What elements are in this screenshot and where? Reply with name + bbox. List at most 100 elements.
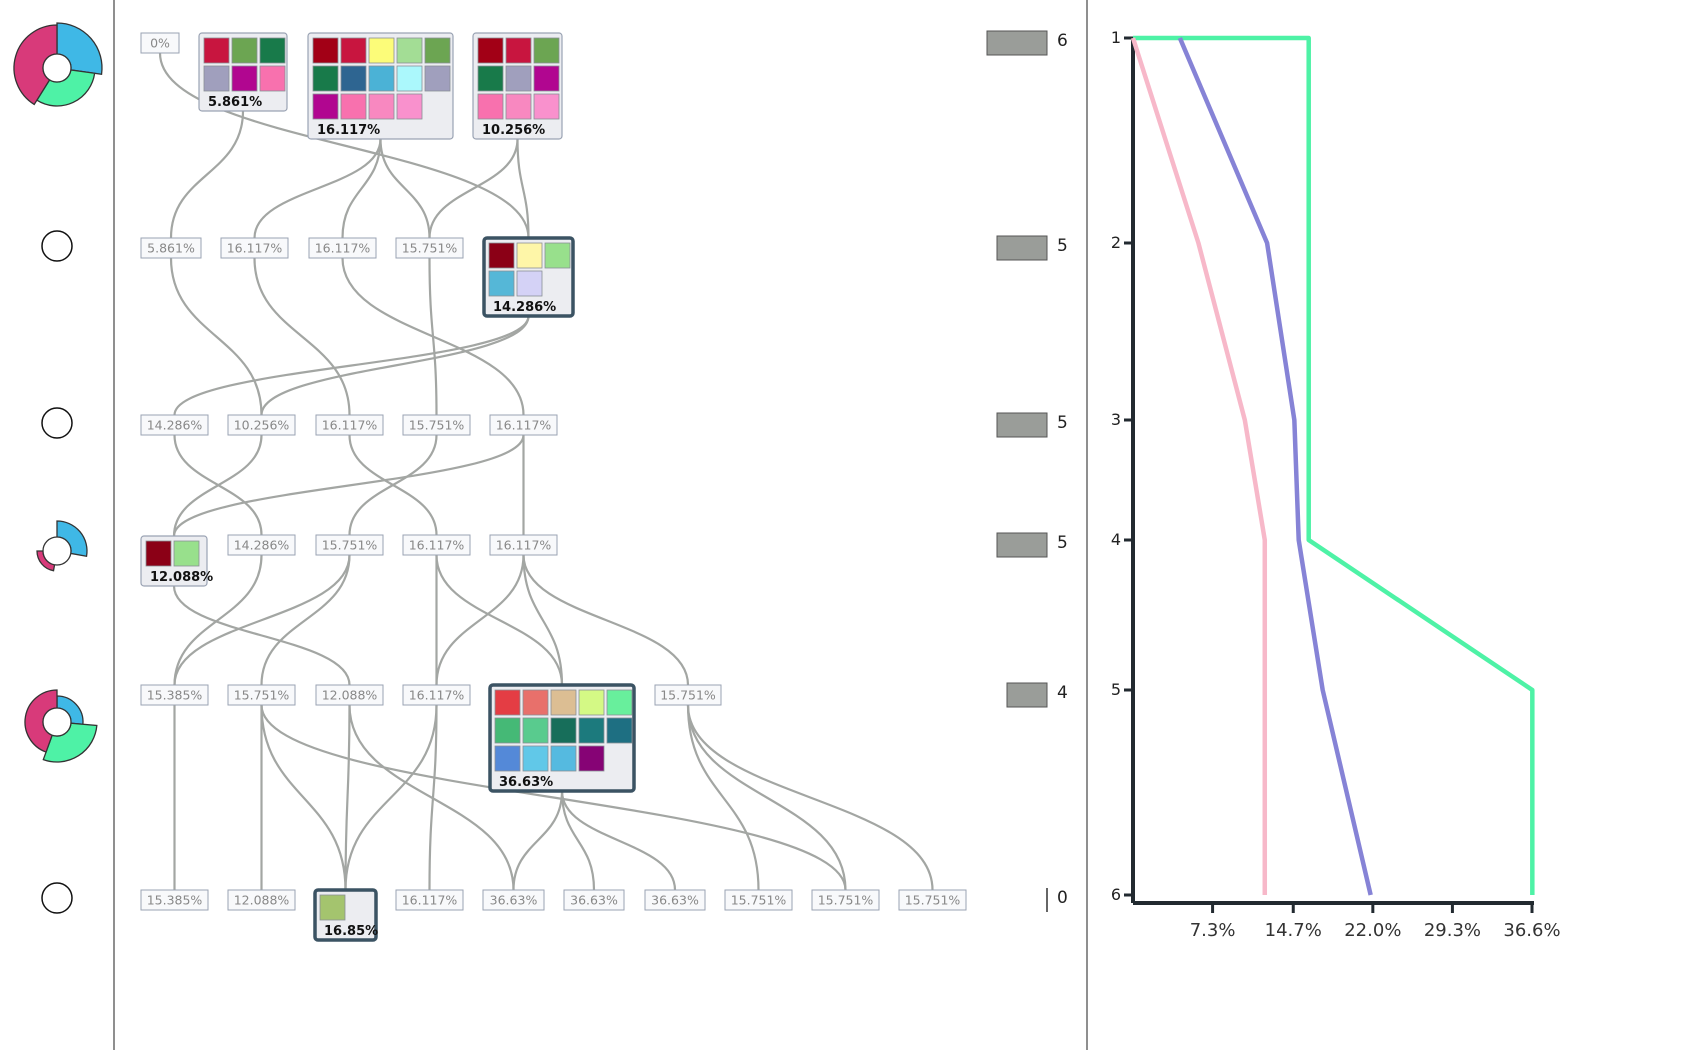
edge-r4n5-r5n8 <box>686 704 847 891</box>
chip-frame <box>811 889 880 911</box>
left-divider <box>113 0 115 1050</box>
y-tick-label: 3 <box>1111 410 1121 429</box>
color-swatch <box>578 745 605 772</box>
x-tick-label: 7.3% <box>1190 920 1236 941</box>
row-count: 5 <box>996 532 1068 558</box>
count-bar <box>1006 682 1048 708</box>
node-chip[interactable]: 14.286% <box>140 414 209 436</box>
node-chip[interactable]: 15.751% <box>315 534 384 556</box>
chip-frame <box>482 889 545 911</box>
chip-percentage: 15.751% <box>409 418 465 433</box>
cluster-card[interactable]: 5.861% <box>198 32 288 112</box>
count-bar <box>996 532 1048 558</box>
chip-frame <box>140 889 209 911</box>
donut-full-icon[interactable] <box>13 22 103 107</box>
node-chip[interactable]: 15.751% <box>654 684 722 706</box>
node-chip[interactable]: 12.088% <box>315 684 384 706</box>
color-swatch <box>477 65 504 92</box>
node-chip[interactable]: 16.117% <box>489 534 558 556</box>
edge-r4n3-r5n3 <box>428 704 438 891</box>
circle-empty-icon[interactable] <box>41 407 73 439</box>
node-chip[interactable]: 16.117% <box>402 684 471 706</box>
row-count: 5 <box>996 235 1068 261</box>
cluster-card[interactable]: 14.286% <box>482 236 575 318</box>
chip-frame <box>395 237 464 259</box>
node-chip[interactable]: 12.088% <box>227 889 296 911</box>
node-chip[interactable]: 15.751% <box>395 237 464 259</box>
node-chip[interactable]: 5.861% <box>140 237 202 259</box>
card-percentage: 16.85% <box>324 924 378 939</box>
node-chip[interactable]: 36.63% <box>482 889 545 911</box>
count-bar <box>996 412 1048 438</box>
circle-empty-icon[interactable] <box>41 230 73 262</box>
color-swatch <box>494 689 521 716</box>
chip-frame <box>644 889 706 911</box>
node-chip[interactable]: 16.117% <box>315 414 384 436</box>
chip-percentage: 14.286% <box>234 538 290 553</box>
circle-empty-icon[interactable] <box>41 882 73 914</box>
node-chip[interactable]: 16.117% <box>489 414 558 436</box>
chip-percentage: 10.256% <box>234 418 290 433</box>
row-count: 4 <box>1006 682 1068 708</box>
node-chip[interactable]: 16.117% <box>395 889 464 911</box>
node-chip[interactable]: 15.385% <box>140 889 209 911</box>
card-percentage: 14.286% <box>493 300 556 315</box>
donut-partial-icon[interactable] <box>36 520 88 572</box>
color-swatch <box>340 93 367 120</box>
chip-percentage: 12.088% <box>234 893 290 908</box>
row-count: 5 <box>996 412 1068 438</box>
cluster-card[interactable]: 36.63% <box>488 683 636 793</box>
color-swatch <box>550 717 577 744</box>
cluster-card[interactable]: 16.85% <box>313 888 378 942</box>
color-swatch <box>533 93 560 120</box>
node-chip[interactable]: 16.117% <box>220 237 289 259</box>
color-swatch <box>396 65 423 92</box>
color-swatch <box>173 540 200 567</box>
node-chip[interactable]: 16.117% <box>402 534 471 556</box>
node-chip[interactable]: 0% <box>140 32 180 54</box>
color-swatch <box>488 242 515 269</box>
cluster-card[interactable]: 10.256% <box>472 32 563 140</box>
node-chip[interactable]: 16.117% <box>308 237 377 259</box>
chip-percentage: 0% <box>150 36 170 51</box>
color-swatch <box>312 37 339 64</box>
edge-r4n2-r5n4 <box>348 704 515 891</box>
edge-r2n4-r3c0 <box>172 434 525 537</box>
node-chip[interactable]: 15.751% <box>227 684 296 706</box>
color-swatch <box>544 242 571 269</box>
chip-percentage: 36.63% <box>651 893 699 908</box>
chip-frame <box>395 889 464 911</box>
chip-percentage: 15.385% <box>147 688 203 703</box>
node-chip[interactable]: 36.63% <box>644 889 706 911</box>
node-chip[interactable]: 14.286% <box>227 534 296 556</box>
edge-r0c2-r1n3 <box>379 138 431 239</box>
count-value: 5 <box>1057 533 1068 553</box>
node-chip[interactable]: 15.385% <box>140 684 209 706</box>
edge-r4c4-r5n5 <box>560 790 596 891</box>
cluster-card[interactable]: 12.088% <box>140 535 213 587</box>
chip-percentage: 15.751% <box>234 688 290 703</box>
cluster-card[interactable]: 16.117% <box>307 32 454 140</box>
x-tick-label: 36.6% <box>1503 920 1560 941</box>
chip-percentage: 16.117% <box>409 688 465 703</box>
chip-frame <box>227 889 296 911</box>
chip-frame <box>563 889 625 911</box>
card-percentage: 16.117% <box>317 123 380 138</box>
chip-percentage: 15.751% <box>660 688 716 703</box>
donut-medium-icon[interactable] <box>24 689 98 763</box>
node-chip[interactable]: 15.751% <box>898 889 967 911</box>
color-swatch <box>550 745 577 772</box>
donut-hole <box>42 707 72 737</box>
chip-frame <box>140 684 209 706</box>
node-chip[interactable]: 15.751% <box>402 414 471 436</box>
node-chip[interactable]: 15.751% <box>811 889 880 911</box>
chip-percentage: 12.088% <box>322 688 378 703</box>
node-chip[interactable]: 10.256% <box>227 414 296 436</box>
node-chip[interactable]: 15.751% <box>724 889 793 911</box>
chip-frame <box>140 414 209 436</box>
edge-r4n1-r5n8 <box>260 704 847 891</box>
y-tick-label: 6 <box>1111 885 1121 904</box>
y-tick-label: 1 <box>1111 28 1121 47</box>
chip-frame <box>654 684 722 706</box>
node-chip[interactable]: 36.63% <box>563 889 625 911</box>
